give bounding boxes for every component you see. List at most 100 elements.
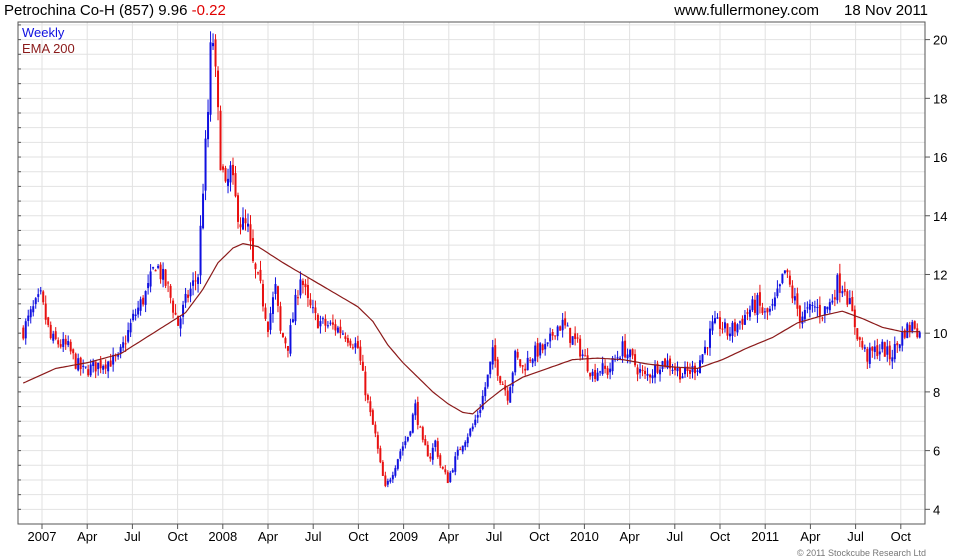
candle-body [34,298,37,305]
candle-body [72,349,75,354]
candle-body [589,372,592,377]
candle-body [574,333,577,339]
candle-body [37,294,40,297]
candle-body [266,321,269,332]
candle-body [319,321,322,327]
candle-body [536,343,539,357]
candle-body [808,303,811,310]
candle-body [261,284,264,307]
candle-body [32,306,35,313]
candle-body [621,341,624,357]
candle-body [881,341,884,350]
candle-body [786,270,789,273]
candle-body [509,387,512,403]
candle-body [763,311,766,313]
candle-body [92,361,95,366]
candle-body [134,314,137,317]
candle-body [771,304,774,306]
candle-body [244,218,247,224]
candle-body [39,290,42,292]
candle-body [94,361,97,372]
candle-body [891,357,894,362]
candle-body [559,326,562,331]
candle-body [459,449,462,451]
x-tick-label: Apr [258,529,279,544]
candle-body [349,340,352,346]
candle-body [768,308,771,312]
candle-body [379,448,382,463]
candle-body [269,313,272,330]
candle-body [863,347,866,349]
candle-body [646,373,649,376]
candle-body [474,419,477,425]
candle-body [346,338,349,343]
site-link[interactable]: www.fullermoney.com [674,2,820,19]
candle-body [149,271,152,287]
y-tick-label: 10 [933,326,947,341]
candle-body [708,328,711,348]
candle-body [516,352,519,358]
candle-body [219,110,222,171]
candle-body [521,365,524,367]
candle-body [511,372,514,387]
candle-body [626,354,629,359]
candle-body [281,333,284,338]
candle-body [501,383,504,385]
candle-body [461,445,464,452]
candle-body [54,331,57,339]
candle-body [309,299,312,306]
candle-body [634,354,637,366]
candle-body [631,349,634,356]
candle-body [494,345,497,361]
candle-body [139,299,142,311]
candle-body [381,461,384,476]
candle-body [813,306,816,308]
candle-body [117,353,120,357]
candle-body [748,309,751,317]
candle-body [97,362,100,370]
candle-body [89,364,92,376]
candle-body [544,344,547,350]
candle-body [147,283,150,289]
candle-body [806,307,809,309]
candle-body [666,360,669,369]
candle-body [496,359,499,376]
candle-body [649,374,652,378]
candle-body [441,466,444,469]
candle-body [679,367,682,380]
candle-body [152,267,155,269]
candle-body [24,321,27,339]
candle-body [911,322,914,331]
candle-body [551,331,554,336]
candle-body [514,350,517,373]
x-tick-label: Apr [439,529,460,544]
candle-body [903,330,906,338]
candle-body [791,285,794,299]
candle-body [187,294,190,298]
x-tick-label: Oct [348,529,369,544]
candle-body [811,304,814,306]
candle-body [209,42,212,115]
candle-body [366,394,369,400]
x-tick-label: Jul [124,529,141,544]
candle-body [229,165,232,183]
candle-body [109,360,112,367]
candle-body [411,414,414,433]
candle-body [636,367,639,375]
candle-body [908,325,911,332]
candle-body [299,279,302,296]
candle-body [681,376,684,379]
candle-body [471,426,474,430]
candle-body [334,324,337,331]
candle-body [451,470,454,473]
candle-body [783,270,786,274]
candle-body [721,328,724,330]
candle-body [454,456,457,472]
candle-body [374,424,377,434]
candle-body [47,317,50,325]
candle-body [42,291,45,303]
candle-body [57,340,60,345]
candle-body [192,280,195,286]
candle-body [124,343,127,345]
candle-body [886,346,889,355]
